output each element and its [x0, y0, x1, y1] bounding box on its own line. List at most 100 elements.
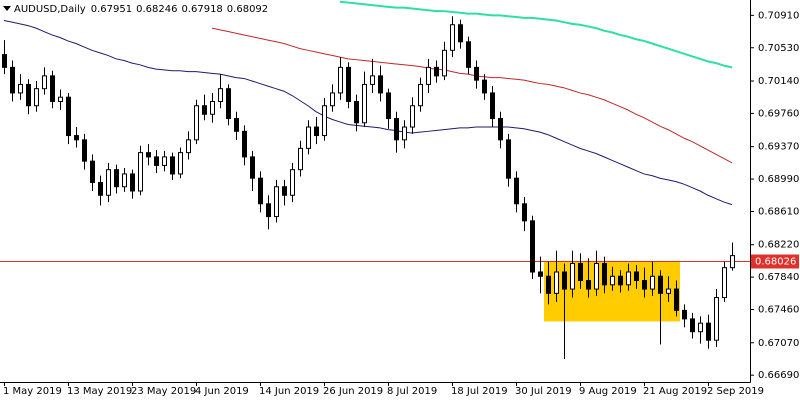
candle-body	[218, 88, 223, 102]
y-tick-label: 0.69760	[758, 108, 799, 119]
candle-body	[594, 262, 599, 290]
candle-body	[122, 173, 127, 188]
candle-body	[642, 280, 647, 290]
candle-body	[370, 75, 375, 85]
candle-body	[722, 267, 727, 299]
candle-body	[362, 83, 367, 124]
candle-body	[458, 24, 463, 43]
candle-body	[290, 169, 295, 196]
x-tick-label: 30 Jul 2019	[515, 386, 572, 397]
candle-body	[634, 271, 639, 282]
candle-body	[26, 83, 31, 107]
x-tick-label: 2 Sep 2019	[707, 386, 764, 397]
candle-body	[410, 105, 415, 128]
candle-body	[250, 156, 255, 179]
candle-body	[562, 271, 567, 290]
y-tick-label: 0.67840	[758, 272, 799, 283]
x-tick-label: 23 May 2019	[131, 386, 196, 397]
candle-body	[418, 83, 423, 107]
x-tick-label: 18 Jul 2019	[451, 386, 508, 397]
symbol: AUDUSD,Daily	[14, 4, 86, 15]
candle-body	[618, 275, 623, 286]
candle-body	[506, 139, 511, 179]
x-tick-label: 8 Jul 2019	[387, 386, 437, 397]
candle-body	[658, 275, 663, 294]
candle-body	[258, 177, 263, 205]
last-close: 0.68092	[227, 4, 268, 15]
candle-body	[114, 169, 119, 188]
candle-body	[626, 271, 631, 286]
x-tick-label: 9 Aug 2019	[579, 386, 637, 397]
candle-body	[106, 169, 111, 196]
candle-body	[706, 322, 711, 341]
candle-body	[514, 177, 519, 205]
y-tick-label: 0.68610	[758, 206, 799, 217]
candle-body	[610, 275, 615, 286]
candle-body	[546, 275, 551, 294]
moving-average	[211, 27, 733, 164]
candle-body	[714, 297, 719, 341]
candle-body	[490, 92, 495, 120]
menu-icon	[3, 6, 11, 11]
candle-body	[538, 271, 543, 277]
x-tick-label: 4 Jun 2019	[195, 386, 249, 397]
candle-body	[482, 79, 487, 94]
candle-body	[450, 24, 455, 51]
candle-body	[42, 75, 47, 90]
candle-body	[202, 105, 207, 115]
candle-body	[2, 54, 7, 68]
candle-body	[314, 126, 319, 137]
candle-body	[354, 100, 359, 124]
last-high: 0.68246	[136, 4, 177, 15]
candle-body	[554, 271, 559, 294]
candle-body	[578, 262, 583, 282]
candle-body	[378, 75, 383, 94]
candle-body	[210, 100, 215, 115]
candle-body	[138, 152, 143, 192]
candle-body	[402, 126, 407, 141]
y-tick-label: 0.66690	[758, 370, 799, 381]
candle-body	[226, 88, 231, 120]
candle-body	[266, 203, 271, 218]
candle-body	[346, 66, 351, 102]
candle-body	[186, 139, 191, 154]
y-tick-label: 0.70140	[758, 76, 799, 87]
last-open: 0.67951	[91, 4, 132, 15]
candle-body	[82, 139, 87, 162]
candle-body	[338, 66, 343, 94]
candle-body	[170, 156, 175, 175]
candle-body	[154, 156, 159, 166]
candle-body	[498, 118, 503, 141]
candle-body	[74, 135, 79, 141]
candle-body	[570, 262, 575, 290]
candle-body	[674, 288, 679, 311]
candle-body	[306, 126, 311, 149]
plot-area	[0, 0, 750, 359]
candle-body	[434, 66, 439, 77]
candle-body	[274, 186, 279, 218]
candle-body	[690, 318, 695, 333]
y-tick-label: 0.70910	[758, 10, 799, 21]
candle-body	[330, 92, 335, 107]
moving-average	[3, 19, 733, 206]
candle-body	[34, 88, 39, 107]
candle-body	[602, 262, 607, 286]
candle-body	[90, 160, 95, 183]
candle-body	[162, 156, 167, 166]
candle-body	[666, 288, 671, 294]
price-label: 0.68026	[755, 257, 796, 268]
candle-body	[178, 152, 183, 175]
moving-average	[339, 0, 733, 69]
last-low: 0.67918	[181, 4, 222, 15]
candle-body	[466, 41, 471, 68]
candle-body	[730, 255, 735, 269]
candle-body	[234, 118, 239, 132]
candle-body	[282, 186, 287, 196]
y-tick-label: 0.68220	[758, 240, 799, 251]
y-tick-label: 0.67070	[758, 338, 799, 349]
candle-body	[650, 275, 655, 290]
candle-body	[522, 203, 527, 222]
candle-body	[58, 96, 63, 102]
candle-body	[442, 49, 447, 77]
